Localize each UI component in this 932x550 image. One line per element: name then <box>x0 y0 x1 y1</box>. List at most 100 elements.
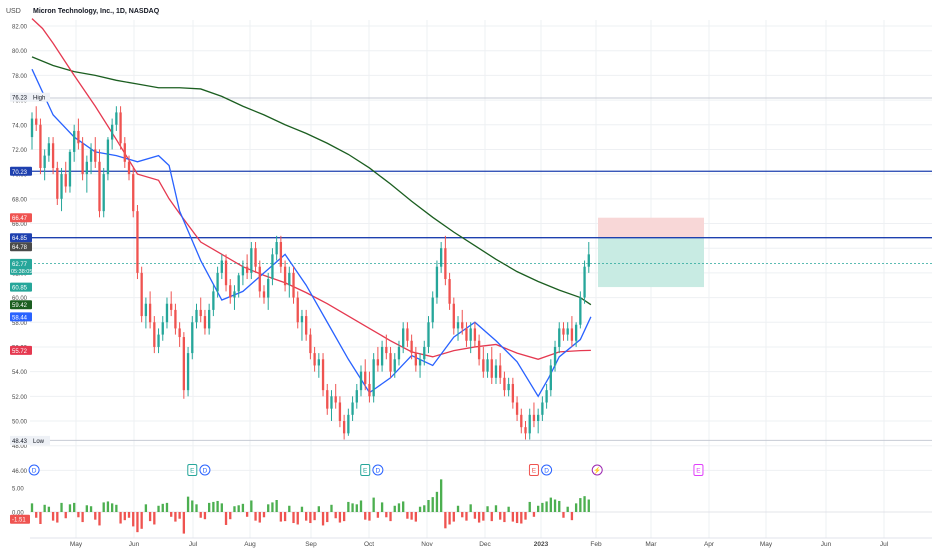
candle <box>317 353 320 378</box>
candle-body <box>60 174 63 199</box>
event-marker-D: D <box>28 464 40 476</box>
ma200-line <box>31 56 592 306</box>
volume-bar <box>334 512 337 519</box>
candle-body <box>220 260 223 273</box>
volume-bar <box>296 512 299 525</box>
candle-body <box>233 291 236 298</box>
volume-bar <box>195 504 198 512</box>
price-tag-value: 62.77 <box>12 262 28 268</box>
candle <box>482 346 485 378</box>
volume-bar <box>456 505 460 512</box>
volume-bar <box>402 501 405 512</box>
candle-body <box>579 297 582 325</box>
position-tool[interactable] <box>598 217 704 288</box>
candle <box>207 303 211 335</box>
candle <box>313 346 316 372</box>
candle <box>203 309 207 335</box>
price-tag-value: 58.44 <box>12 315 28 321</box>
candle-body <box>469 328 472 341</box>
candle-body <box>296 297 299 323</box>
candle-body <box>89 149 93 162</box>
candle-body <box>148 303 152 323</box>
volume-bar <box>56 512 59 523</box>
event-marker-shape <box>591 464 603 476</box>
time-tick: Oct <box>364 541 374 548</box>
price-tag-value: 60.85 <box>12 286 28 292</box>
candle <box>338 396 342 428</box>
candle-body <box>558 328 561 347</box>
volume-bar <box>178 512 181 519</box>
price-tag-bg <box>10 242 32 252</box>
low-label-bg <box>10 435 50 445</box>
candle-body <box>30 118 34 138</box>
candle <box>574 322 578 347</box>
candle <box>288 266 291 298</box>
candle-body <box>326 390 329 409</box>
candle-body <box>110 124 114 140</box>
candle <box>81 137 84 181</box>
candle-body <box>47 143 51 156</box>
candle-body <box>452 303 455 329</box>
volume-bar <box>330 504 333 512</box>
candle-body <box>271 254 274 280</box>
volume-bar <box>431 497 434 512</box>
volume-bar <box>102 502 105 512</box>
time-axis[interactable]: May Jun Jul Aug Sep Oct Nov Dec 2023 Feb Mar Apr May… <box>70 541 889 548</box>
volume-bar <box>520 512 523 524</box>
volume-bar <box>220 503 223 512</box>
candle <box>473 322 477 347</box>
time-tick: Mar <box>645 541 657 548</box>
volume-bar <box>144 504 148 512</box>
candle-body <box>123 143 126 162</box>
event-marker-label: D <box>544 468 549 475</box>
candle <box>153 316 156 354</box>
candle-body <box>372 359 375 397</box>
candle <box>309 328 312 360</box>
volume-bar <box>140 512 143 529</box>
candle <box>461 309 464 335</box>
price-tick: 66.00 <box>12 222 28 228</box>
candle-body <box>410 340 413 354</box>
candle <box>115 106 118 131</box>
event-marker-⚡: ⚡ <box>591 464 603 476</box>
time-tick: Apr <box>704 541 715 548</box>
volume-pane[interactable] <box>30 479 932 539</box>
candle <box>224 254 228 292</box>
candle <box>30 112 34 150</box>
candle <box>439 242 443 273</box>
volume-bar <box>435 491 439 512</box>
candle <box>490 346 493 384</box>
grid <box>30 20 932 538</box>
event-markers[interactable]: D E D E D E D ⚡ E <box>28 464 704 476</box>
event-marker-shape <box>541 464 553 476</box>
candle-body <box>35 118 38 125</box>
candle-body <box>364 371 367 384</box>
volume-bar <box>262 512 266 518</box>
volume-bar <box>490 512 493 522</box>
volume-bar <box>380 502 384 512</box>
volume-bar <box>553 499 557 512</box>
price-tick: 82.00 <box>12 25 28 31</box>
candle <box>148 291 152 329</box>
volume-bar <box>157 505 160 512</box>
candle <box>334 383 337 409</box>
target-zone <box>598 237 704 288</box>
price-tick: 72.00 <box>12 148 28 154</box>
volume-bar <box>182 512 186 534</box>
volume-bar <box>305 512 308 521</box>
volume-bar <box>119 512 122 524</box>
candle-body <box>81 143 84 175</box>
candle-body <box>153 322 156 347</box>
event-marker-label: E <box>696 468 701 475</box>
volume-bar <box>123 512 126 521</box>
volume-bar <box>199 512 202 518</box>
candle-body <box>482 359 485 372</box>
candle <box>545 383 548 409</box>
candle <box>423 340 426 366</box>
candles[interactable] <box>30 106 590 440</box>
candle-body <box>494 365 498 378</box>
candle <box>136 204 139 280</box>
event-marker-shape <box>187 464 198 476</box>
horizontal-lines[interactable] <box>30 170 932 264</box>
candle <box>258 260 261 298</box>
